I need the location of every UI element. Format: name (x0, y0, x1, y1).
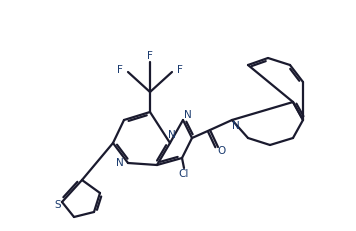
Text: N: N (184, 110, 192, 120)
Text: N: N (116, 158, 124, 168)
Text: F: F (117, 65, 123, 75)
Text: Cl: Cl (179, 169, 189, 179)
Text: O: O (218, 146, 226, 156)
Text: N: N (168, 130, 176, 140)
Text: N: N (232, 121, 240, 131)
Text: F: F (147, 51, 153, 61)
Text: F: F (177, 65, 183, 75)
Text: S: S (55, 200, 61, 210)
